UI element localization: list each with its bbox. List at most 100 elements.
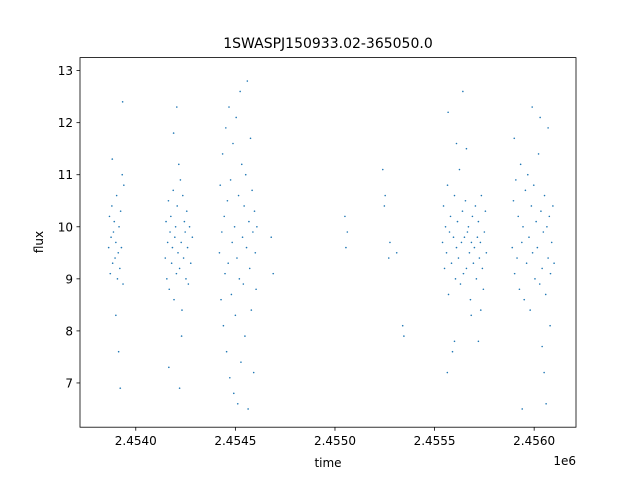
data-point <box>256 225 258 228</box>
data-point <box>238 278 241 280</box>
data-point <box>168 366 170 369</box>
data-point <box>180 335 183 337</box>
data-point <box>240 163 243 166</box>
data-point <box>219 184 222 186</box>
data-point <box>241 236 244 238</box>
data-point <box>471 215 474 218</box>
data-point <box>181 309 183 311</box>
data-point <box>231 241 233 244</box>
data-point <box>534 278 536 280</box>
data-point <box>221 231 223 233</box>
data-point <box>541 345 543 348</box>
data-point <box>119 387 122 389</box>
data-point <box>457 257 460 259</box>
data-point <box>174 236 176 238</box>
data-point <box>454 278 457 280</box>
data-point <box>111 205 113 207</box>
data-point <box>474 205 477 207</box>
data-point <box>479 241 482 244</box>
data-point <box>448 231 451 233</box>
data-point <box>446 371 449 374</box>
data-point <box>249 137 252 140</box>
data-point <box>225 127 227 129</box>
data-point <box>170 215 172 218</box>
data-point <box>108 215 111 218</box>
data-point <box>116 278 119 280</box>
data-point <box>122 283 124 285</box>
data-point <box>443 267 446 270</box>
y-tick-label: 10 <box>58 220 73 234</box>
data-point <box>544 293 547 296</box>
data-point <box>250 309 253 311</box>
data-point <box>521 408 524 410</box>
data-point <box>542 231 545 233</box>
data-point <box>529 309 531 311</box>
data-point <box>481 267 484 270</box>
data-point <box>253 210 256 212</box>
data-point <box>225 350 228 353</box>
data-point <box>525 262 528 265</box>
y-tick-label: 7 <box>65 376 73 390</box>
data-point <box>255 288 257 291</box>
data-point <box>223 215 226 218</box>
data-point <box>460 241 463 244</box>
data-point <box>166 241 169 244</box>
data-point <box>477 220 480 223</box>
x-tick-label: 2.4545 <box>214 434 256 448</box>
data-point <box>459 283 462 285</box>
data-point <box>179 179 182 181</box>
data-point <box>229 179 232 181</box>
data-point <box>395 252 398 254</box>
data-point <box>536 246 539 249</box>
x-axis-offset-label: 1e6 <box>553 454 576 468</box>
data-point <box>114 257 116 259</box>
data-point <box>243 205 245 207</box>
data-point <box>248 267 251 270</box>
data-point <box>552 205 554 207</box>
x-tick-label: 2.4560 <box>513 434 555 448</box>
data-point <box>517 215 520 218</box>
x-tick-label: 2.4540 <box>115 434 157 448</box>
data-point <box>346 231 349 233</box>
data-point <box>469 298 472 301</box>
data-point <box>479 309 482 311</box>
data-point <box>545 402 547 405</box>
data-point <box>345 246 347 249</box>
x-tick-label: 2.4555 <box>414 434 456 448</box>
data-point <box>188 225 191 228</box>
data-point <box>107 246 110 249</box>
data-point <box>111 262 114 265</box>
data-point <box>451 350 454 353</box>
plot-frame <box>79 57 577 428</box>
data-point <box>245 246 248 249</box>
data-point <box>240 361 242 363</box>
data-point <box>553 262 555 265</box>
data-point <box>528 236 530 238</box>
data-point <box>164 257 167 259</box>
data-point <box>450 262 453 265</box>
data-point <box>483 231 486 233</box>
data-point <box>539 116 541 119</box>
data-point <box>482 288 485 291</box>
data-point <box>532 184 535 186</box>
y-tick-label: 13 <box>58 64 73 78</box>
data-point <box>228 106 230 108</box>
data-point <box>381 168 384 171</box>
data-point <box>548 215 551 218</box>
data-point <box>252 231 254 233</box>
data-point <box>237 194 240 197</box>
data-point <box>171 246 174 249</box>
y-axis-label: flux <box>32 231 46 253</box>
data-point <box>519 163 522 166</box>
data-point <box>185 278 187 280</box>
data-point <box>538 283 541 285</box>
data-point <box>232 142 234 145</box>
x-tick-label: 2.4550 <box>314 434 356 448</box>
x-axis-label: time <box>314 456 341 470</box>
data-point <box>170 262 173 265</box>
data-point <box>110 236 112 238</box>
data-point <box>222 324 225 327</box>
data-point <box>244 335 246 337</box>
data-point <box>230 293 233 296</box>
data-point <box>234 314 237 317</box>
